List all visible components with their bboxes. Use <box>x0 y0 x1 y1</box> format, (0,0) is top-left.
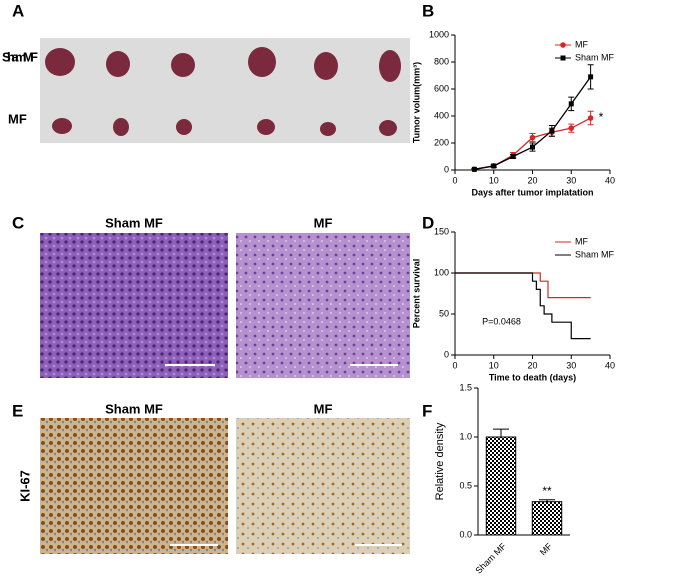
marker <box>510 154 516 159</box>
marker <box>549 128 555 134</box>
y-tick-label: 0.0 <box>459 529 472 539</box>
error-bar <box>493 428 509 437</box>
ki67-image <box>236 418 410 554</box>
annotation: P=0.0468 <box>482 317 521 327</box>
survival-curve <box>455 272 591 340</box>
y-tick-label: 200 <box>434 137 449 147</box>
he-image <box>40 233 228 378</box>
image-label: Sham MF <box>105 401 163 416</box>
he-image <box>236 233 410 378</box>
y-tick-label: 0 <box>444 349 449 359</box>
y-tick-label: 1.5 <box>459 382 472 392</box>
panel-label: F <box>422 401 432 420</box>
survival-curve <box>455 272 591 299</box>
legend-label: MF <box>575 39 588 49</box>
y-tick-label: 1000 <box>429 29 449 39</box>
x-tick-label: 20 <box>527 360 537 370</box>
x-tick-label: 30 <box>566 175 576 185</box>
row-label: MF <box>8 111 27 126</box>
marker <box>530 144 535 150</box>
image-label: Sham MF <box>105 215 163 230</box>
y-axis-title: Tumor volum(mm³) <box>411 62 421 143</box>
y-tick-label: 400 <box>434 110 449 120</box>
x-tick-label: MF <box>538 541 555 558</box>
panel-label: A <box>12 1 24 20</box>
y-axis-title: Relative density <box>434 422 446 500</box>
y-tick-label: 0 <box>444 164 449 174</box>
marker <box>568 101 574 107</box>
x-tick-label: 20 <box>527 175 537 185</box>
legend-label: Sham MF <box>575 249 615 259</box>
legend-label: MF <box>575 236 588 246</box>
row-label: Sham MF <box>2 49 38 64</box>
y-tick-label: 100 <box>434 267 449 277</box>
marker <box>471 166 477 172</box>
marker <box>491 163 497 169</box>
x-tick-label: 30 <box>566 360 576 370</box>
annotation: ** <box>542 484 552 498</box>
image-label: MF <box>314 401 333 416</box>
annotation: * <box>599 110 604 124</box>
x-tick-label: 10 <box>489 175 499 185</box>
y-axis-title: Percent survival <box>411 259 421 329</box>
legend-label: Sham MF <box>575 52 615 62</box>
series-line <box>474 76 592 170</box>
x-tick-label: 40 <box>605 175 615 185</box>
bar <box>531 501 563 536</box>
y-tick-label: 0.5 <box>459 480 472 490</box>
row-label: KI-67 <box>17 470 32 502</box>
panel-label: D <box>422 213 434 232</box>
y-tick-label: 1.0 <box>459 431 472 441</box>
panel-label: C <box>12 213 24 232</box>
tumor-photo <box>40 38 410 143</box>
marker <box>529 134 536 141</box>
ki67-image <box>40 418 228 554</box>
y-tick-label: 150 <box>434 226 449 236</box>
x-axis-title: Days after tumor implatation <box>471 187 593 197</box>
x-tick-label: 0 <box>452 360 457 370</box>
y-tick-label: 800 <box>434 56 449 66</box>
bar <box>485 436 517 536</box>
x-axis-title: Time to death (days) <box>489 372 576 382</box>
image-label: MF <box>314 215 333 230</box>
panel-label: E <box>12 401 23 420</box>
x-tick-label: 40 <box>605 360 615 370</box>
x-tick-label: 10 <box>489 360 499 370</box>
marker <box>588 74 594 80</box>
tumors <box>45 47 401 136</box>
marker <box>587 115 594 121</box>
y-tick-label: 600 <box>434 83 449 93</box>
x-tick-label: 0 <box>452 175 457 185</box>
panel-label: B <box>422 1 434 20</box>
x-tick-label: Sham MF <box>473 541 508 576</box>
y-tick-label: 50 <box>439 308 449 318</box>
marker <box>568 125 575 131</box>
